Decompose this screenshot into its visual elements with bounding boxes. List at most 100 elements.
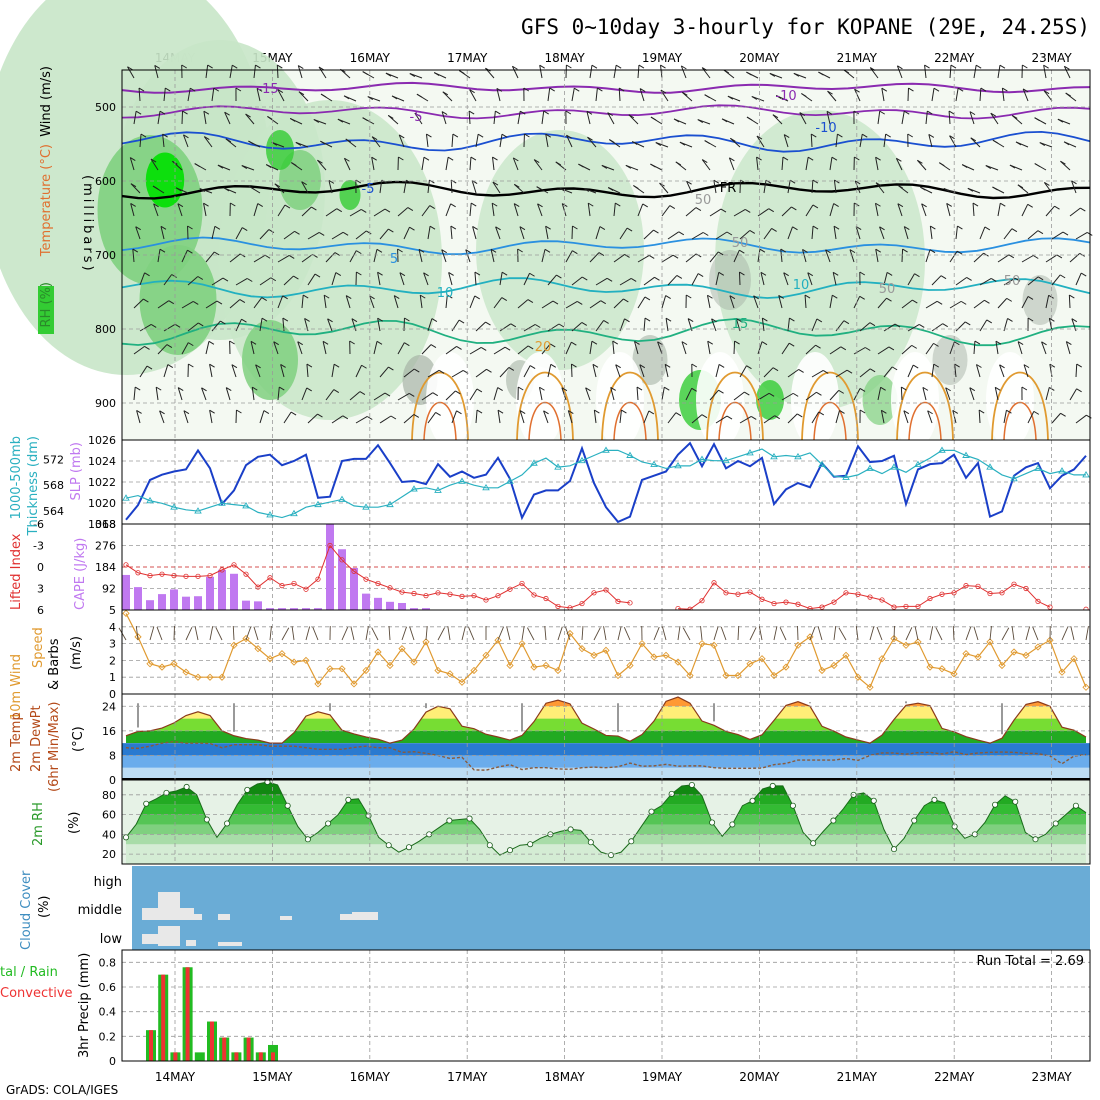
contour-20 bbox=[896, 371, 954, 441]
wind-barb-flag bbox=[241, 165, 248, 169]
wind-barb bbox=[253, 297, 263, 309]
wind-barb bbox=[277, 387, 280, 401]
contour-label: -5 bbox=[410, 110, 423, 125]
wind-barb-flag bbox=[188, 363, 194, 368]
panel-side-labels: Wind (m/s) Temperature (°C) RH (%) (mill… bbox=[0, 66, 95, 1058]
wind-barb-flag bbox=[804, 294, 811, 299]
wind-barb-flag bbox=[549, 87, 555, 92]
wind-barb bbox=[853, 347, 866, 355]
wind-barb bbox=[994, 387, 999, 401]
wind-barb-flag bbox=[455, 390, 461, 395]
wind-barb bbox=[979, 319, 988, 332]
wind-barb bbox=[877, 111, 881, 125]
rh-line bbox=[125, 781, 1087, 856]
wind10-barb bbox=[677, 626, 681, 641]
wind-barb-flag bbox=[697, 119, 704, 123]
wind-barb bbox=[739, 365, 747, 378]
wind-barb bbox=[805, 157, 809, 171]
wind-barb bbox=[997, 203, 1001, 217]
wind-barb-flag bbox=[1048, 294, 1054, 299]
wind-barb-flag bbox=[255, 64, 261, 69]
wind-barb bbox=[445, 346, 457, 355]
wind-barb bbox=[756, 157, 759, 171]
wind10-barb bbox=[593, 627, 601, 641]
wind-barb bbox=[997, 254, 1010, 263]
wind-barb-flag bbox=[729, 295, 736, 300]
wind-barb bbox=[177, 203, 183, 217]
thickness-point bbox=[578, 456, 586, 464]
wind-barb-flag bbox=[306, 387, 312, 392]
wind10-point bbox=[854, 673, 862, 681]
wind-barb bbox=[637, 203, 644, 217]
wind-barb-flag bbox=[791, 206, 797, 211]
wind-barb bbox=[307, 413, 318, 424]
precip-convective-bar bbox=[222, 1037, 227, 1061]
wind-barb-flag bbox=[992, 139, 999, 144]
wind-barb bbox=[643, 229, 654, 240]
wind-barb-flag bbox=[624, 253, 630, 258]
wind-barb bbox=[613, 65, 617, 79]
wind-barb bbox=[1069, 207, 1081, 217]
wind10-point bbox=[374, 648, 382, 656]
wind-barb-flag bbox=[497, 387, 503, 391]
wind-barb bbox=[331, 231, 344, 240]
wind-barb-flag bbox=[144, 272, 150, 277]
wind-barb-flag bbox=[990, 278, 997, 282]
wind-barb bbox=[153, 203, 159, 217]
wind10-barb bbox=[312, 626, 319, 641]
wind-barb bbox=[379, 180, 383, 194]
wind-barb-flag bbox=[197, 276, 204, 280]
wind-barb bbox=[493, 346, 506, 355]
wind-barb bbox=[979, 87, 982, 102]
wind10-point bbox=[902, 641, 910, 649]
wind-barb-flag bbox=[1002, 87, 1008, 92]
date-label-bottom: 15MAY bbox=[252, 1070, 293, 1084]
wind10-point bbox=[686, 671, 694, 680]
wind-barb bbox=[929, 226, 933, 240]
wind-barb bbox=[331, 415, 344, 424]
precip-tick-label: 0.2 bbox=[99, 1030, 117, 1043]
wind-barb bbox=[778, 295, 783, 309]
wind-barb-flag bbox=[236, 409, 242, 414]
warm-pocket bbox=[426, 352, 474, 448]
wind-barb-flag bbox=[322, 340, 329, 345]
wind-barb-flag bbox=[512, 65, 518, 70]
wind-barb bbox=[657, 341, 663, 355]
wind10-units: (m/s) bbox=[69, 636, 84, 670]
thickness-point bbox=[266, 511, 274, 518]
cape-bar bbox=[170, 589, 178, 610]
wind-barb-flag bbox=[999, 64, 1006, 69]
wind-barb-flag bbox=[550, 363, 557, 368]
wind10-barb bbox=[682, 627, 691, 641]
wind-barb bbox=[451, 133, 454, 148]
wind-barb-flag bbox=[922, 386, 929, 391]
wind-barb-flag bbox=[448, 272, 454, 276]
wind-barb-flag bbox=[744, 209, 751, 213]
wind10-point bbox=[1034, 643, 1042, 651]
wind10-point bbox=[554, 666, 562, 675]
wind10-point bbox=[458, 678, 466, 686]
wind-barb-flag bbox=[426, 133, 432, 138]
wind10-barb bbox=[245, 626, 252, 641]
wind-barb-flag bbox=[345, 295, 352, 299]
wind-barb-flag bbox=[497, 409, 504, 414]
wind-barb-flag bbox=[534, 324, 541, 328]
wind-barb-flag bbox=[527, 345, 534, 350]
wind10-point bbox=[998, 661, 1006, 670]
wind-barb-flag bbox=[650, 116, 657, 121]
wind-barb bbox=[903, 410, 909, 424]
wind-barb-flag bbox=[594, 409, 600, 414]
wind-barb-flag bbox=[327, 318, 333, 323]
wind-barb-flag bbox=[298, 91, 305, 96]
wind-barb-flag bbox=[807, 156, 814, 161]
wind-barb bbox=[701, 67, 711, 79]
wind-barb-flag bbox=[177, 203, 184, 208]
thickness-point bbox=[482, 483, 490, 491]
wind-barb-flag bbox=[450, 179, 457, 184]
cape-bar bbox=[158, 594, 166, 610]
wind-barb bbox=[1069, 253, 1081, 263]
wind-barb-flag bbox=[404, 342, 410, 347]
wind-barb-flag bbox=[208, 340, 215, 345]
